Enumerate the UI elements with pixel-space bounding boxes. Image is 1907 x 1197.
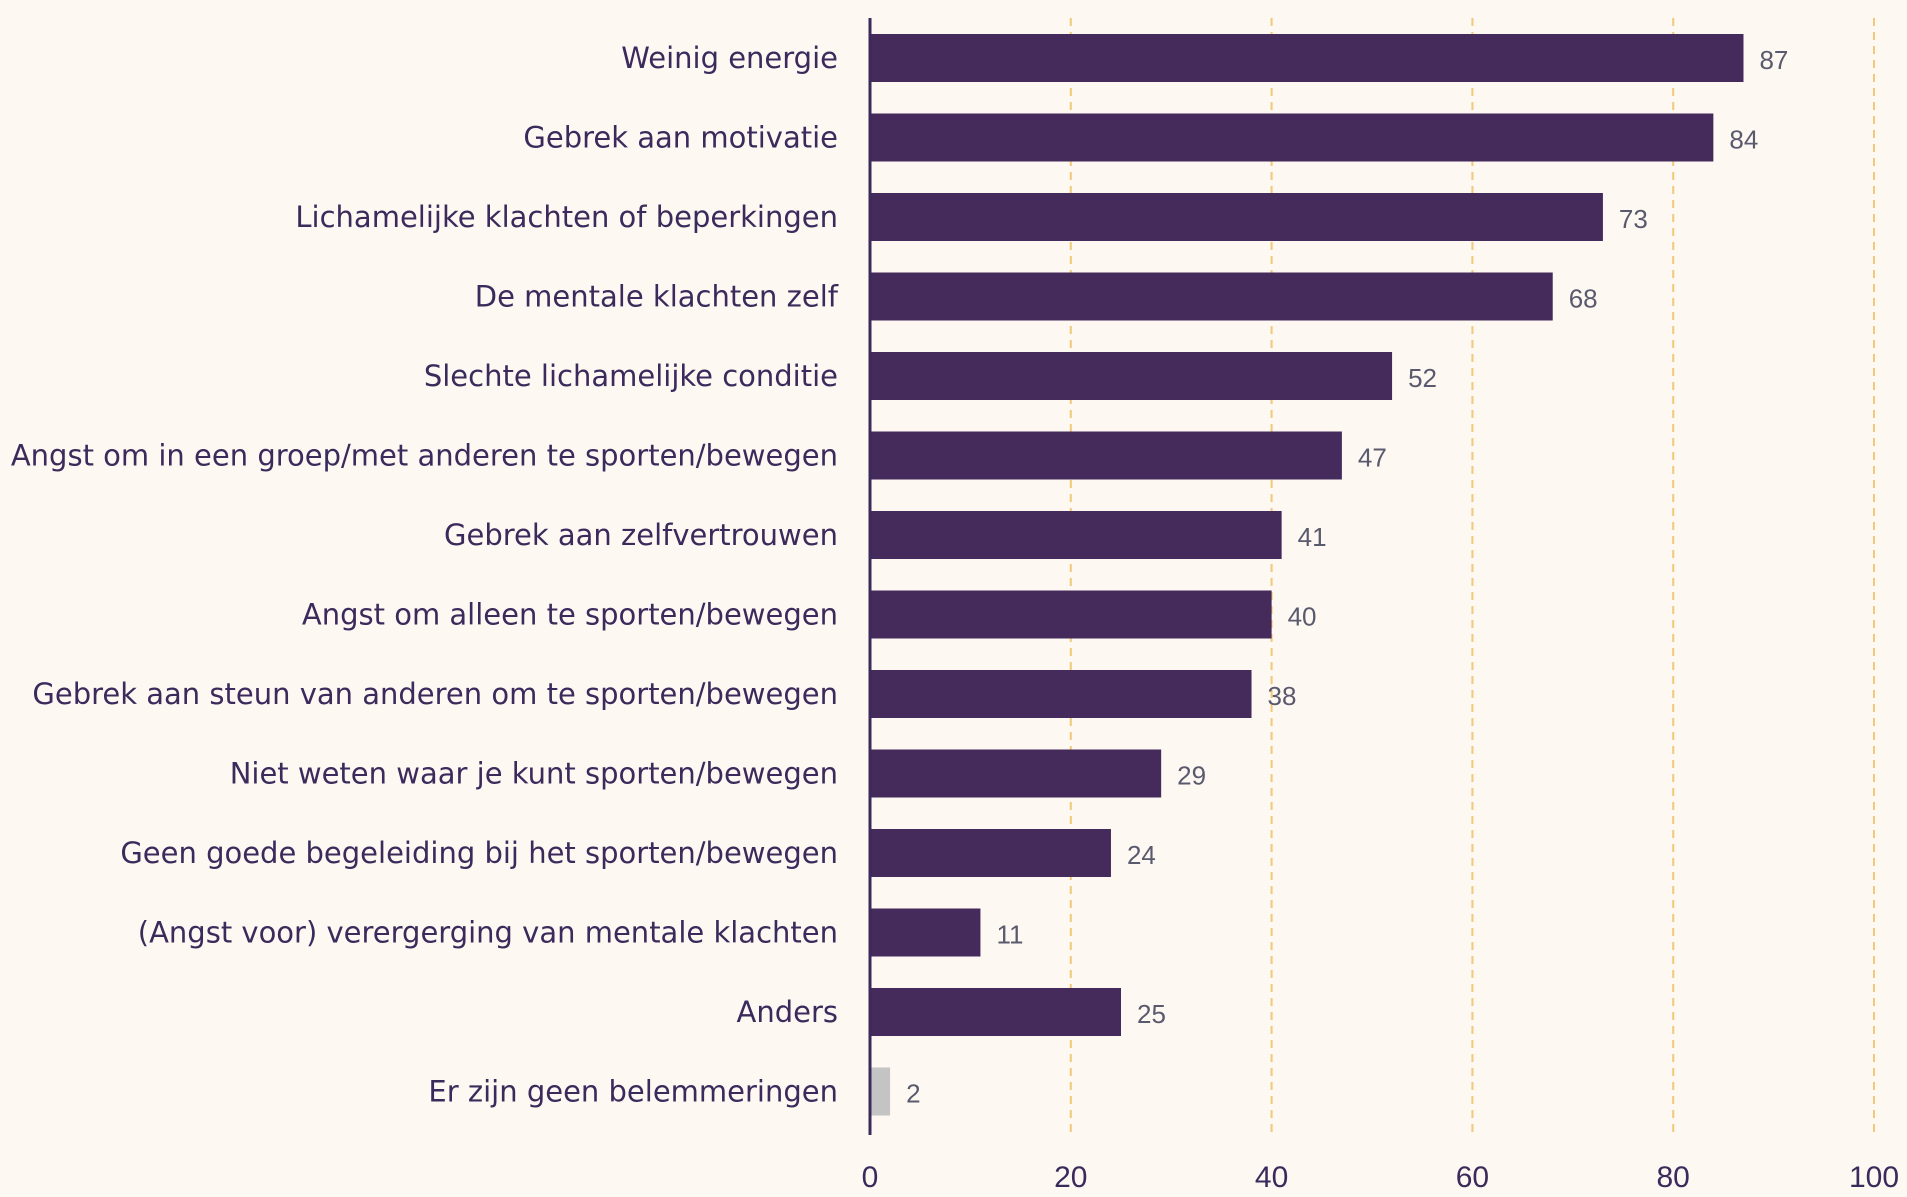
category-label-14: Er zijn geen belemmeringen [428,1075,838,1109]
bar-14 [870,1067,891,1116]
data-label-6: 47 [1358,443,1387,473]
data-label-11: 24 [1127,840,1156,870]
category-label-9: Gebrek aan steun van anderen om te sport… [32,677,838,711]
data-label-13: 25 [1137,999,1166,1029]
category-label-6: Angst om in een groep/met anderen te spo… [11,439,838,473]
data-label-3: 73 [1619,204,1648,234]
x-tick-label-100: 100 [1849,1161,1899,1194]
data-label-9: 38 [1268,681,1297,711]
bar-6 [870,431,1342,480]
category-label-12: (Angst voor) verergerging van mentale kl… [138,916,838,950]
category-label-4: De mentale klachten zelf [475,280,839,314]
bar-2 [870,113,1714,162]
category-label-2: Gebrek aan motivatie [523,121,838,155]
bar-11 [870,829,1111,877]
data-label-8: 40 [1288,602,1317,632]
bar-10 [870,749,1162,798]
data-label-1: 87 [1759,45,1788,75]
x-tick-label-20: 20 [1054,1161,1087,1194]
category-label-3: Lichamelijke klachten of beperkingen [295,200,838,234]
data-label-12: 11 [996,920,1023,950]
category-label-8: Angst om alleen te sporten/bewegen [302,598,838,632]
bar-12 [870,908,981,957]
category-label-10: Niet weten waar je kunt sporten/bewegen [230,757,838,791]
category-label-7: Gebrek aan zelfvertrouwen [444,518,838,552]
bar-7 [870,511,1282,559]
x-tick-label-0: 0 [862,1161,879,1194]
bar-9 [870,670,1252,718]
bar-13 [870,988,1121,1036]
category-label-5: Slechte lichamelijke conditie [424,359,838,393]
data-label-2: 84 [1729,125,1758,155]
data-label-10: 29 [1177,761,1206,791]
bar-8 [870,590,1272,639]
category-label-11: Geen goede begeleiding bij het sporten/b… [120,836,838,870]
x-tick-label-60: 60 [1456,1161,1489,1194]
data-label-4: 68 [1569,284,1598,314]
bar-4 [870,272,1553,321]
data-label-14: 2 [906,1079,920,1109]
bar-3 [870,193,1603,241]
category-label-13: Anders [737,995,839,1029]
data-label-5: 52 [1408,363,1437,393]
data-label-7: 41 [1298,522,1327,552]
x-tick-label-40: 40 [1255,1161,1288,1194]
x-tick-label-80: 80 [1657,1161,1690,1194]
bar-5 [870,352,1393,400]
category-label-1: Weinig energie [621,41,838,75]
bar-1 [870,34,1744,82]
